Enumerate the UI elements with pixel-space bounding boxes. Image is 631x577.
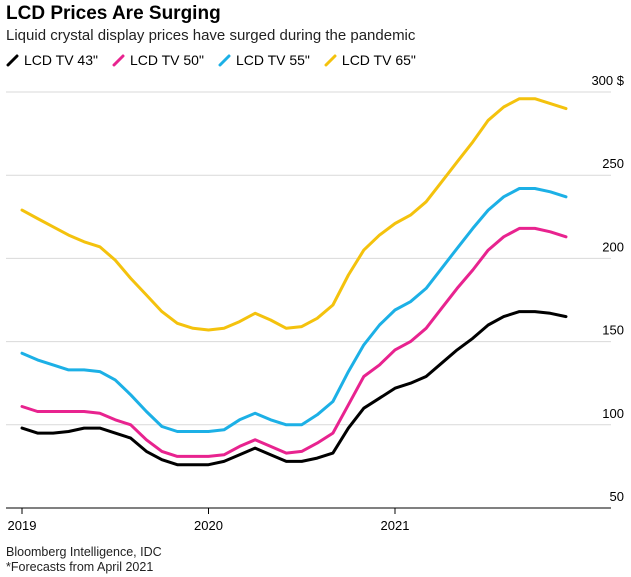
legend-item-3: LCD TV 55" — [218, 52, 310, 68]
forecast-note: *Forecasts from April 2021 — [6, 560, 154, 574]
legend-item-4: LCD TV 65" — [324, 52, 416, 68]
legend-label: LCD TV 50" — [129, 52, 204, 68]
legend-label: LCD TV 65" — [341, 52, 416, 68]
x-tick-label: 2019 — [8, 518, 37, 533]
legend-label: LCD TV 43" — [24, 52, 98, 68]
series-line-4 — [20, 97, 568, 332]
legend-item-2: LCD TV 50" — [112, 52, 204, 68]
y-tick-label: 150 — [602, 323, 624, 338]
x-tick-label: 2020 — [194, 518, 223, 533]
source-note: Bloomberg Intelligence, IDC — [6, 545, 162, 559]
legend-swatch — [218, 54, 231, 66]
chart-title: LCD Prices Are Surging — [6, 3, 221, 24]
y-tick-label: 300 $ — [591, 73, 624, 88]
series-line-1 — [20, 310, 568, 467]
x-tick-label: 2021 — [381, 518, 410, 533]
legend-label: LCD TV 55" — [235, 52, 310, 68]
legend-swatch — [6, 54, 19, 66]
chart-subtitle: Liquid crystal display prices have surge… — [6, 27, 416, 44]
y-tick-label: 50 — [610, 489, 624, 504]
legend-swatch — [112, 54, 125, 66]
y-tick-label: 250 — [602, 156, 624, 171]
series-line-2 — [20, 226, 568, 458]
y-tick-label: 100 — [602, 406, 624, 421]
legend-item-1: LCD TV 43" — [6, 52, 98, 68]
y-tick-label: 200 — [602, 239, 624, 254]
series-line-3 — [20, 187, 568, 433]
legend-swatch — [324, 54, 337, 66]
chart-legend: LCD TV 43" LCD TV 50" LCD TV 55" LCD TV 65" — [6, 52, 416, 68]
